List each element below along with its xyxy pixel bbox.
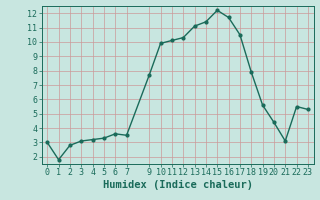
X-axis label: Humidex (Indice chaleur): Humidex (Indice chaleur) — [103, 180, 252, 190]
